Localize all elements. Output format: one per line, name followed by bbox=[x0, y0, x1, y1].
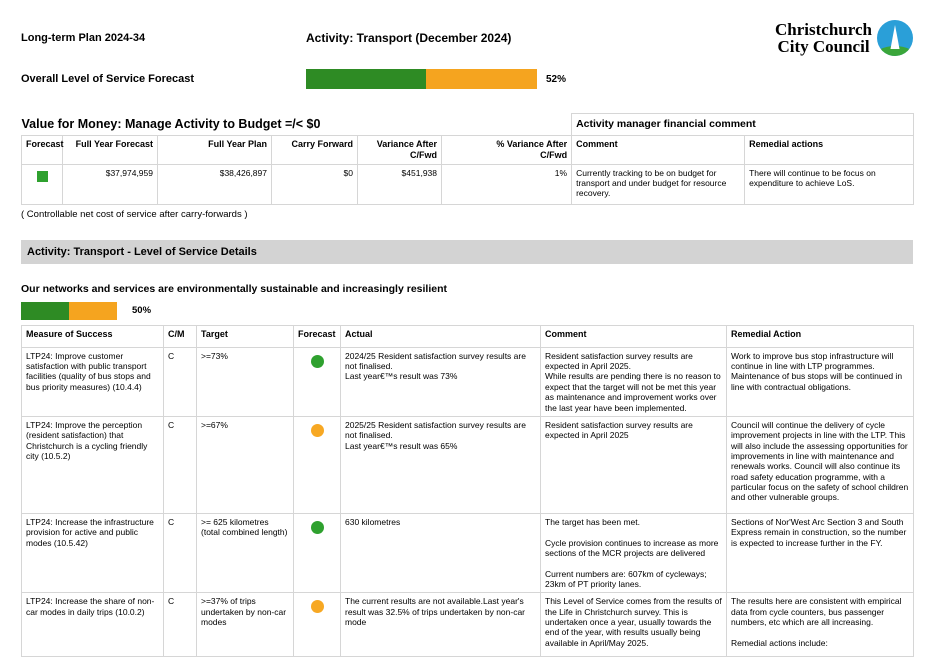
remedial-cell: Sections of Nor'West Arc Section 3 and S… bbox=[726, 512, 914, 594]
report-header: Long-term Plan 2024-34 Activity: Transpo… bbox=[21, 20, 913, 56]
col-header-full-year-plan: Full Year Plan bbox=[157, 134, 272, 165]
logo-spire-shape bbox=[890, 25, 900, 49]
target-cell: >=73% bbox=[196, 346, 294, 417]
col-header-full-year-forecast: Full Year Forecast bbox=[62, 134, 158, 165]
pct-variance-after-value: 1% bbox=[440, 163, 573, 205]
los-group-progress-row: 50% bbox=[21, 301, 913, 320]
col-header-variance-after: Variance After C/Fwd bbox=[357, 134, 442, 165]
progress-orange-segment bbox=[69, 301, 117, 320]
council-logo-text: Christchurch City Council bbox=[775, 21, 872, 55]
measure-cell: LTP24: Improve customer satisfaction wit… bbox=[21, 346, 164, 417]
los-group-heading: Our networks and services are environmen… bbox=[21, 282, 447, 295]
col-header-cm: C/M bbox=[163, 324, 197, 348]
measure-cell: LTP24: Increase the infrastructure provi… bbox=[21, 512, 164, 594]
overall-forecast-row: Overall Level of Service Forecast 52% bbox=[21, 69, 913, 89]
progress-orange-segment bbox=[426, 69, 537, 89]
col-header-actual: Actual bbox=[340, 324, 541, 348]
variance-after-value: $451,938 bbox=[357, 163, 442, 205]
target-cell: >=67% bbox=[196, 415, 294, 514]
table-row: LTP24: Improve customer satisfaction wit… bbox=[21, 346, 914, 417]
activity-manager-comment-header: Activity manager financial comment bbox=[571, 113, 915, 136]
forecast-status-cell bbox=[21, 163, 63, 205]
logo-line2: City Council bbox=[777, 37, 870, 56]
col-header-forecast: Forecast bbox=[293, 324, 341, 348]
full-year-plan-value: $38,426,897 bbox=[157, 163, 272, 205]
forecast-status-square bbox=[36, 170, 48, 182]
forecast-status-dot bbox=[310, 354, 324, 368]
forecast-cell bbox=[293, 415, 341, 514]
col-header-comment: Comment bbox=[571, 134, 746, 165]
cm-cell: C bbox=[163, 592, 197, 658]
comment-cell: The target has been met. Cycle provision… bbox=[540, 512, 727, 594]
financial-title-row: Value for Money: Manage Activity to Budg… bbox=[21, 113, 915, 136]
full-year-forecast-value: $37,974,959 bbox=[62, 163, 158, 205]
cm-cell: C bbox=[163, 512, 197, 594]
forecast-status-dot bbox=[310, 600, 324, 614]
value-for-money-title: Value for Money: Manage Activity to Budg… bbox=[21, 116, 321, 131]
activity-title: Activity: Transport (December 2024) bbox=[306, 31, 512, 45]
table-row: LTP24: Increase the infrastructure provi… bbox=[21, 512, 914, 594]
remedial-cell: Work to improve bus stop infrastructure … bbox=[726, 346, 914, 417]
overall-forecast-progressbar bbox=[306, 69, 537, 89]
progress-green-segment bbox=[21, 301, 69, 320]
forecast-cell bbox=[293, 346, 341, 417]
forecast-status-dot bbox=[310, 423, 324, 437]
table-row: LTP24: Improve the perception (resident … bbox=[21, 415, 914, 514]
actual-cell: 2025/25 Resident satisfaction survey res… bbox=[340, 415, 541, 514]
measure-cell: LTP24: Increase the share of non-car mod… bbox=[21, 592, 164, 658]
actual-cell: 2024/25 Resident satisfaction survey res… bbox=[340, 346, 541, 417]
col-header-remedial-action: Remedial Action bbox=[726, 324, 914, 348]
measure-cell: LTP24: Improve the perception (resident … bbox=[21, 415, 164, 514]
logo-line1: Christchurch bbox=[775, 20, 872, 39]
col-header-measure-of-success: Measure of Success bbox=[21, 324, 164, 348]
forecast-cell bbox=[293, 512, 341, 594]
section-title-bar: Activity: Transport - Level of Service D… bbox=[21, 239, 913, 264]
financial-header-row: Forecast Full Year Forecast Full Year Pl… bbox=[21, 134, 915, 165]
logo-grass-shape bbox=[877, 46, 913, 56]
actual-cell: The current results are not available.La… bbox=[340, 592, 541, 658]
overall-forecast-percent: 52% bbox=[546, 73, 567, 85]
council-cathedral-icon bbox=[877, 20, 913, 56]
financial-data-row: $37,974,959 $38,426,897 $0 $451,938 1% C… bbox=[21, 163, 915, 205]
target-cell: >= 625 kilometres (total combined length… bbox=[196, 512, 294, 594]
los-table: Measure of Success C/M Target Forecast A… bbox=[21, 324, 914, 658]
col-header-target: Target bbox=[196, 324, 294, 348]
col-header-pct-variance-after: % Variance After C/Fwd bbox=[440, 134, 573, 165]
manager-remedial-text: There will continue to be focus on expen… bbox=[744, 163, 915, 205]
manager-comment-text: Currently tracking to be on budget for t… bbox=[571, 163, 746, 205]
table-row: LTP24: Increase the share of non-car mod… bbox=[21, 592, 914, 658]
col-header-comment: Comment bbox=[540, 324, 727, 348]
comment-cell: Resident satisfaction survey results are… bbox=[540, 415, 727, 514]
cm-cell: C bbox=[163, 346, 197, 417]
cm-cell: C bbox=[163, 415, 197, 514]
comment-cell: This Level of Service comes from the res… bbox=[540, 592, 727, 658]
actual-cell: 630 kilometres bbox=[340, 512, 541, 594]
financial-table: Value for Money: Manage Activity to Budg… bbox=[21, 113, 915, 205]
los-group-percent: 50% bbox=[132, 305, 152, 317]
progress-green-segment bbox=[306, 69, 427, 89]
comment-cell: Resident satisfaction survey results are… bbox=[540, 346, 727, 417]
col-header-forecast: Forecast bbox=[21, 134, 64, 165]
carry-forward-value: $0 bbox=[271, 163, 358, 205]
target-cell: >=37% of trips undertaken by non-car mod… bbox=[196, 592, 294, 658]
forecast-status-dot bbox=[310, 520, 324, 534]
plan-title: Long-term Plan 2024-34 bbox=[21, 32, 146, 44]
col-header-remedial-actions: Remedial actions bbox=[744, 134, 915, 165]
remedial-cell: Council will continue the delivery of cy… bbox=[726, 415, 914, 514]
los-header-row: Measure of Success C/M Target Forecast A… bbox=[21, 324, 914, 348]
los-group-progressbar bbox=[21, 301, 117, 320]
overall-forecast-label: Overall Level of Service Forecast bbox=[21, 73, 195, 85]
forecast-cell bbox=[293, 592, 341, 658]
remedial-cell: The results here are consistent with emp… bbox=[726, 592, 914, 658]
council-logo: Christchurch City Council bbox=[775, 20, 913, 56]
col-header-carry-forward: Carry Forward bbox=[271, 134, 358, 165]
financial-footnote: ( Controllable net cost of service after… bbox=[21, 208, 248, 220]
